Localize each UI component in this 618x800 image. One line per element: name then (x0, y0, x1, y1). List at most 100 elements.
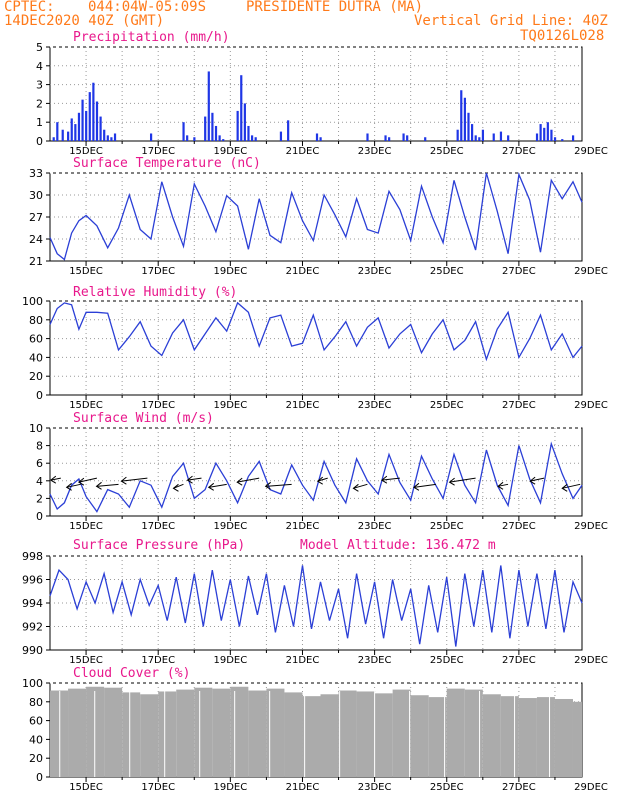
y-tick-label: 30 (29, 189, 43, 202)
precip-bar (546, 122, 549, 141)
header-date: 14DEC2020 40Z (GMT) (4, 13, 164, 29)
precip-bar (182, 122, 185, 141)
wind-arrow (187, 477, 202, 481)
y-tick-label: 4 (36, 475, 43, 488)
x-tick-label: 23DEC (358, 400, 392, 411)
precip-bar (240, 75, 243, 141)
precip-bar (478, 137, 481, 141)
x-tick-label: 15DEC (69, 146, 103, 157)
wind-arrow-head (65, 482, 72, 491)
x-tick-label: 25DEC (430, 400, 464, 411)
x-tick-label: 21DEC (286, 655, 320, 666)
x-tick-label: 19DEC (213, 266, 247, 277)
panel-title: Relative Humidity (%) (73, 285, 237, 300)
wind-arrow (50, 477, 61, 481)
cloud-bar (464, 689, 483, 777)
precip-bar (463, 97, 466, 141)
wind-arrow (562, 483, 581, 489)
x-tick-label: 17DEC (141, 655, 175, 666)
wind-arrow (381, 477, 400, 481)
cloud-bar (284, 692, 303, 777)
y-tick-label: 24 (29, 233, 43, 246)
x-tick-label: 25DEC (430, 521, 464, 532)
cloud-bar (212, 688, 231, 777)
y-tick-label: 996 (22, 574, 43, 587)
wind-arrow (530, 477, 545, 482)
precip-bar (474, 135, 477, 141)
y-tick-label: 0 (36, 389, 43, 402)
precip-bar (85, 110, 88, 141)
precip-bar (543, 127, 546, 141)
panel-3: 0 20 40 60 80 100 15DEC 17DEC 19DEC 21DEC 23DEC 25D… (22, 285, 608, 411)
cloud-bar (518, 698, 537, 777)
x-tick-label: 17DEC (141, 266, 175, 277)
y-tick-label: 60 (29, 715, 43, 728)
x-tick-label: 27DEC (502, 521, 536, 532)
precip-bar (424, 137, 427, 141)
wind-arrow-head (497, 481, 504, 490)
precip-bar (319, 137, 322, 141)
cloud-bar (482, 694, 501, 777)
y-tick-label: 21 (29, 255, 43, 268)
cloud-bar (356, 691, 375, 777)
precip-bar (406, 135, 409, 141)
panel-2: 21 24 27 30 33 15DEC 17DEC 19DEC 21DEC 23DEC 25DEC… (29, 156, 608, 277)
panel-title: Surface Temperature (nC) (73, 156, 261, 171)
cloud-bar (176, 689, 195, 777)
cloud-bar (374, 693, 393, 777)
cloud-bar (554, 698, 573, 777)
precip-bar (204, 116, 207, 141)
precip-bar (553, 137, 557, 141)
y-tick-label: 33 (29, 167, 43, 180)
precip-bar (88, 92, 91, 141)
precip-bar (70, 118, 73, 141)
cloud-bar (104, 687, 123, 777)
precip-bar (492, 133, 495, 141)
wind-arrow (96, 483, 119, 487)
x-tick-label: 25DEC (430, 146, 464, 157)
cloud-bar (446, 688, 465, 777)
x-tick-label: 15DEC (69, 266, 103, 277)
precip-bar (571, 135, 575, 141)
precip-bar (218, 135, 221, 141)
precip-bar (384, 135, 387, 141)
cloud-bar (266, 688, 285, 777)
precip-bar (222, 139, 225, 141)
wind-arrow (66, 483, 81, 488)
series-line (49, 172, 583, 261)
wind-arrow-head (380, 475, 388, 484)
y-tick-label: 998 (22, 550, 43, 563)
y-tick-label: 0 (36, 135, 43, 148)
panel-title: Precipitation (mm/h) (73, 30, 230, 45)
y-tick-label: 8 (36, 440, 43, 453)
cloud-bar (410, 695, 429, 777)
wind-arrow-head (561, 483, 568, 492)
precip-bar (74, 124, 77, 141)
wind-arrow (353, 483, 368, 489)
y-tick-label: 0 (36, 771, 43, 784)
panel-title: Surface Pressure (hPa) (73, 538, 245, 553)
series-line (49, 301, 583, 362)
panel-frame (49, 300, 583, 396)
wind-arrow-head (95, 481, 102, 490)
wind-arrow (497, 483, 509, 487)
precip-bar (186, 135, 189, 141)
wind-arrow-head (172, 483, 179, 492)
x-tick-label: 29DEC (574, 655, 608, 666)
wind-arrow-head (316, 476, 324, 485)
precip-bar (149, 133, 153, 141)
x-tick-label: 17DEC (141, 400, 175, 411)
y-tick-label: 100 (22, 677, 43, 690)
x-tick-label: 23DEC (358, 782, 392, 793)
cloud-bar (428, 697, 447, 777)
y-tick-label: 80 (29, 314, 43, 327)
precip-bar (207, 71, 210, 141)
cloud-bar (338, 690, 357, 777)
x-tick-label: 27DEC (502, 655, 536, 666)
precip-bar (470, 124, 474, 141)
x-tick-label: 21DEC (286, 266, 320, 277)
precip-bar (388, 137, 391, 141)
wind-arrow (413, 483, 436, 488)
precip-bar (481, 129, 485, 141)
y-tick-label: 5 (36, 41, 43, 54)
